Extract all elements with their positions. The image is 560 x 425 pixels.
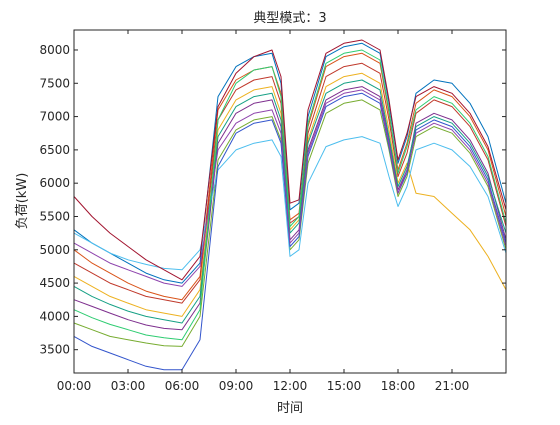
y-tick-label: 4500 [39, 276, 70, 290]
y-axis: 3500 4000 4500 5000 5500 6000 6500 7000 7500 8000 [39, 43, 506, 357]
x-tick-label: 12:00 [273, 379, 308, 393]
x-axis-title: 时间 [277, 401, 303, 416]
y-tick-label: 5500 [39, 209, 70, 223]
x-tick-label: 18:00 [381, 379, 416, 393]
y-axis-title: 负荷(kW) [15, 173, 30, 230]
x-tick-label: 09:00 [219, 379, 254, 393]
series-line-1 [73, 42, 507, 284]
y-tick-label: 4000 [39, 309, 70, 323]
y-tick-label: 6000 [39, 176, 70, 190]
x-axis: 00:00 03:00 06:00 09:00 12:00 15:00 18:00 21:00 [57, 30, 470, 393]
x-tick-label: 00:00 [57, 379, 92, 393]
chart-title: 典型模式：3 [253, 11, 326, 26]
series-line-7 [73, 39, 507, 281]
series-line-3 [73, 72, 507, 317]
y-tick-label: 5000 [39, 243, 70, 257]
x-tick-label: 03:00 [111, 379, 146, 393]
x-tick-label: 06:00 [165, 379, 200, 393]
series-line-5 [73, 99, 507, 347]
y-tick-label: 3500 [39, 343, 70, 357]
y-tick-label: 8000 [39, 43, 70, 57]
y-tick-label: 6500 [39, 143, 70, 157]
series-line-6 [73, 136, 507, 271]
x-tick-label: 15:00 [327, 379, 362, 393]
y-tick-label: 7000 [39, 110, 70, 124]
x-tick-label: 21:00 [435, 379, 470, 393]
series-line-10 [73, 79, 507, 324]
series-layer [73, 39, 507, 371]
series-line-12 [73, 49, 507, 341]
series-line-11 [73, 89, 507, 287]
series-line-8 [73, 92, 507, 371]
y-tick-label: 7500 [39, 76, 70, 90]
